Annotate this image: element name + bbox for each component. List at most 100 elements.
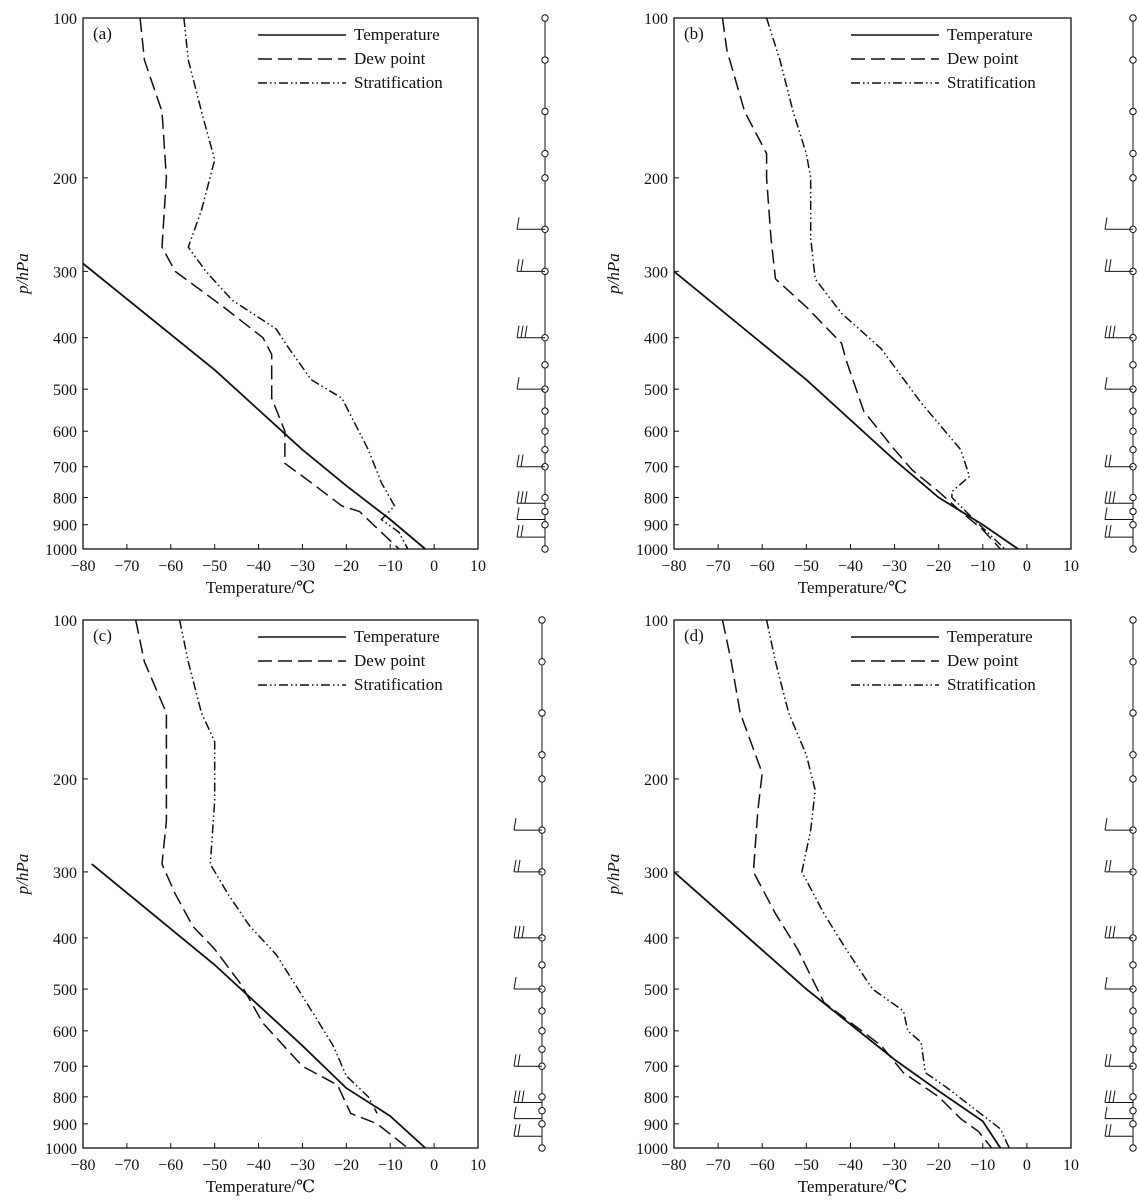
level-marker bbox=[1129, 493, 1137, 502]
y-tick-label: 700 bbox=[53, 460, 77, 477]
wind-barb-flag bbox=[1108, 925, 1112, 938]
x-tick-label: −70 bbox=[114, 1157, 139, 1174]
series-line-temperature bbox=[91, 863, 426, 1149]
wind-barb-flag bbox=[520, 454, 524, 467]
level-marker bbox=[541, 149, 549, 158]
x-tick-label: −30 bbox=[882, 1157, 907, 1174]
x-tick-label: −10 bbox=[970, 1157, 995, 1174]
level-marker bbox=[1129, 427, 1137, 435]
wind-barb-flag bbox=[1108, 454, 1112, 467]
level-marker bbox=[1129, 56, 1137, 64]
wind-barb-flag bbox=[520, 259, 524, 272]
y-tick-label: 200 bbox=[53, 171, 77, 188]
y-tick-label: 200 bbox=[53, 772, 77, 789]
wind-barb-flag bbox=[1104, 259, 1108, 272]
panel-label: (b) bbox=[684, 24, 704, 43]
wind-barb-flag bbox=[1104, 1090, 1108, 1103]
wind-barb-flag bbox=[520, 325, 524, 338]
wind-barb-flag bbox=[513, 1090, 517, 1103]
wind-barb-flag bbox=[516, 325, 520, 338]
y-tick-label: 600 bbox=[53, 1024, 77, 1041]
y-tick-label: 600 bbox=[53, 424, 77, 441]
wind-barb-flag bbox=[520, 525, 524, 538]
level-marker bbox=[538, 616, 546, 624]
x-tick-label: −40 bbox=[838, 558, 863, 575]
level-marker bbox=[538, 709, 546, 717]
wind-barb-flag bbox=[513, 1124, 517, 1137]
y-tick-label: 300 bbox=[53, 264, 77, 281]
wind-barb-flag bbox=[1108, 325, 1112, 338]
series-line-temperature bbox=[673, 871, 1002, 1149]
x-tick-label: 0 bbox=[1023, 1157, 1031, 1174]
level-marker bbox=[538, 1107, 546, 1115]
level-marker bbox=[1129, 14, 1137, 22]
series-line-dew-point bbox=[721, 619, 993, 1149]
y-tick-label: 300 bbox=[644, 865, 668, 882]
level-marker bbox=[541, 521, 549, 529]
x-tick-label: −70 bbox=[706, 558, 731, 575]
level-marker bbox=[1129, 616, 1137, 624]
wind-barb-flag bbox=[517, 1124, 521, 1137]
level-marker bbox=[541, 56, 549, 64]
wind-barb-flag bbox=[1104, 1106, 1108, 1119]
wind-barb-flag bbox=[1104, 1124, 1108, 1137]
x-tick-label: −10 bbox=[378, 558, 403, 575]
level-marker bbox=[541, 445, 549, 454]
y-tick-label: 200 bbox=[644, 772, 668, 789]
legend-label: Stratification bbox=[354, 73, 443, 92]
chart-panel: −80 −70 −60 −50 −40 −30 −20 −10 0 10 100 200 300 400 5… bbox=[604, 11, 1137, 597]
y-tick-label: 1000 bbox=[636, 542, 668, 559]
wind-barb-flag bbox=[524, 491, 528, 504]
level-marker bbox=[1129, 1120, 1137, 1128]
wind-barb-flag bbox=[517, 1054, 521, 1067]
x-tick-label: −80 bbox=[70, 558, 95, 575]
wind-barb-flag bbox=[1108, 491, 1112, 504]
x-tick-label: −40 bbox=[246, 1157, 271, 1174]
level-marker bbox=[541, 14, 549, 22]
wind-barb-flag bbox=[517, 859, 521, 873]
wind-barb-flag bbox=[520, 491, 524, 504]
wind-barb-flag bbox=[521, 1090, 525, 1103]
wind-barb-flag bbox=[513, 925, 517, 938]
x-tick-label: −20 bbox=[926, 1157, 951, 1174]
x-tick-label: −50 bbox=[202, 1157, 227, 1174]
plot-frame bbox=[673, 17, 1072, 550]
level-marker bbox=[541, 361, 549, 369]
level-marker bbox=[541, 174, 549, 182]
wind-barb-flag bbox=[1108, 1124, 1112, 1137]
level-marker bbox=[538, 751, 546, 759]
x-tick-label: −80 bbox=[661, 1157, 686, 1174]
y-tick-label: 300 bbox=[53, 865, 77, 882]
y-tick-label: 800 bbox=[53, 491, 77, 508]
wind-barb-flag bbox=[1104, 217, 1108, 230]
wind-barb-flag bbox=[1104, 507, 1108, 520]
wind-barb-flag bbox=[513, 976, 517, 990]
plot-frame bbox=[82, 17, 479, 550]
level-marker bbox=[541, 427, 549, 435]
y-tick-label: 1000 bbox=[45, 542, 77, 559]
x-tick-label: −60 bbox=[750, 1157, 775, 1174]
level-marker bbox=[1129, 407, 1137, 415]
wind-barb-flag bbox=[1108, 1090, 1112, 1103]
y-tick-label: 500 bbox=[644, 382, 668, 399]
wind-barb-flag bbox=[524, 325, 528, 338]
level-marker bbox=[1129, 1107, 1137, 1115]
wind-barb-flag bbox=[516, 491, 520, 504]
level-marker bbox=[1129, 1007, 1137, 1015]
wind-profile bbox=[516, 14, 549, 553]
series-line-temperature bbox=[82, 262, 426, 550]
x-tick-label: 0 bbox=[430, 558, 438, 575]
series-line-stratification bbox=[183, 17, 409, 550]
wind-barb-flag bbox=[1112, 925, 1116, 938]
x-tick-label: −50 bbox=[202, 558, 227, 575]
level-marker bbox=[538, 1120, 546, 1128]
wind-profile bbox=[1104, 616, 1137, 1152]
level-marker bbox=[1129, 961, 1137, 969]
wind-barb-flag bbox=[517, 925, 521, 938]
level-marker bbox=[1129, 521, 1137, 529]
wind-barb-flag bbox=[1104, 976, 1108, 990]
x-tick-label: −80 bbox=[661, 558, 686, 575]
x-tick-label: 10 bbox=[470, 558, 486, 575]
wind-barb-flag bbox=[1104, 454, 1108, 467]
x-tick-label: 10 bbox=[470, 1157, 486, 1174]
